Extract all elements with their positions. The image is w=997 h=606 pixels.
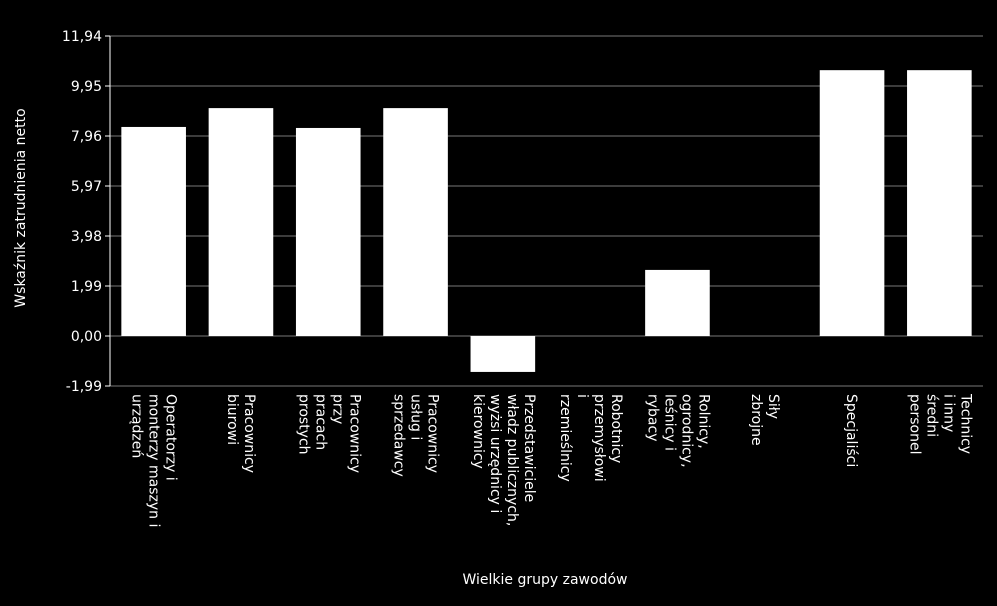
bar: [383, 108, 448, 336]
x-tick-label: Robotnicyprzemysłowiirzemieślnicy: [557, 394, 624, 482]
y-tick-label: 9,95: [71, 79, 102, 95]
y-tick-label: 0,00: [71, 329, 102, 345]
y-tick-label: -1,99: [66, 379, 102, 395]
y-axis-title: Wskaźnik zatrudnienia netto: [13, 108, 29, 307]
y-tick-label: 1,99: [71, 279, 102, 295]
y-tick-label: 7,96: [71, 129, 102, 145]
x-tick-label: Przedstawicielewładz publicznych,wyżsi u…: [470, 394, 537, 526]
bar: [208, 108, 274, 336]
bar: [295, 127, 361, 336]
x-tick-label: Operatorzy imonterzy maszyn iurządzeń: [129, 394, 179, 527]
x-axis-title: Wielkie grupy zawodów: [463, 572, 628, 588]
x-tick-label: Pracownicyprzypracachprostych: [295, 394, 362, 473]
x-tick-label: Technicyi innyśrednipersonel: [906, 393, 973, 455]
x-tick-label: Rolnicy,ogrodnicy,leśnicy irybacy: [644, 394, 711, 468]
bar: [645, 269, 710, 336]
x-tick-label: Siłyzbrojne: [748, 394, 781, 446]
bar: [470, 336, 536, 372]
x-tick-label: Pracownicybiurowi: [224, 394, 257, 473]
bar: [121, 126, 186, 336]
x-tick-label: Pracownicyusług isprzedawcy: [391, 394, 441, 477]
y-tick-label: 11,94: [62, 29, 102, 45]
bar: [907, 70, 972, 337]
x-tick-label: Specjaliści: [843, 394, 859, 467]
bar: [819, 70, 885, 337]
y-tick-label: 3,98: [71, 229, 102, 245]
y-tick-label: 5,97: [71, 179, 102, 195]
